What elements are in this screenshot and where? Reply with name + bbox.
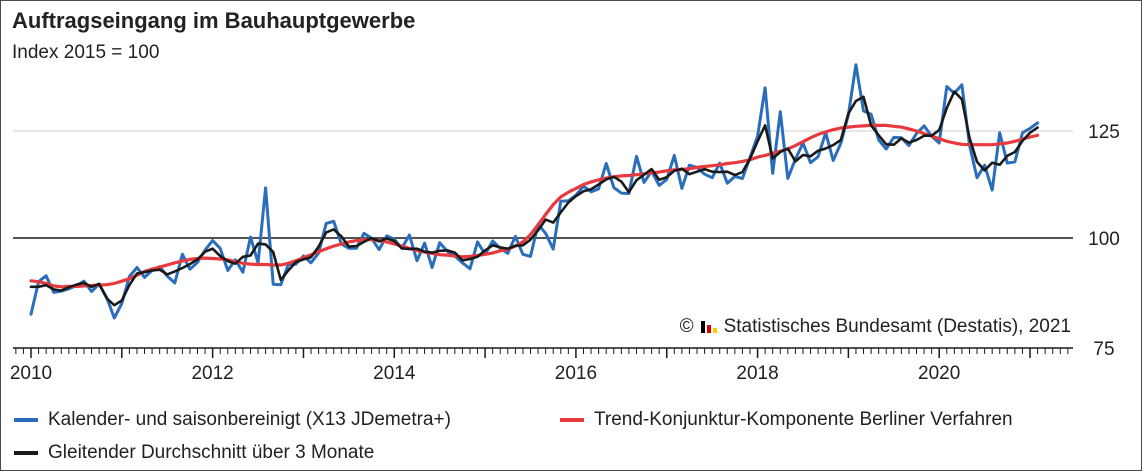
chart-title: Auftragseingang im Bauhauptgewerbe bbox=[12, 8, 416, 33]
legend-label: Trend-Konjunktur-Komponente Berliner Ver… bbox=[594, 409, 1013, 430]
y-tick-label: 75 bbox=[1093, 339, 1114, 360]
x-tick-label: 2018 bbox=[736, 363, 778, 384]
destatis-logo-icon bbox=[700, 321, 717, 333]
chart-subtitle: Index 2015 = 100 bbox=[12, 42, 160, 63]
legend-swatch-black bbox=[14, 451, 38, 455]
copyright-note: © Statistisches Bundesamt (Destatis), 20… bbox=[679, 316, 1071, 338]
x-tick-label: 2020 bbox=[918, 363, 960, 384]
copyright-text: Statistisches Bundesamt (Destatis), 2021 bbox=[723, 316, 1071, 337]
x-tick-label: 2016 bbox=[555, 363, 597, 384]
x-tick-label: 2010 bbox=[10, 363, 52, 384]
legend-item-moving-average: Gleitender Durchschnitt über 3 Monate bbox=[14, 442, 374, 464]
legend-label: Kalender- und saisonbereinigt (X13 JDeme… bbox=[48, 409, 451, 430]
copyright-symbol: © bbox=[679, 316, 694, 337]
x-tick-label: 2012 bbox=[191, 363, 233, 384]
legend-item-seasonally-adjusted: Kalender- und saisonbereinigt (X13 JDeme… bbox=[14, 409, 451, 431]
y-tick-label: 125 bbox=[1088, 122, 1120, 143]
y-tick-label: 100 bbox=[1088, 229, 1120, 250]
legend-item-trend-component: Trend-Konjunktur-Komponente Berliner Ver… bbox=[560, 409, 1013, 431]
series-line-seasonally-adjusted bbox=[29, 63, 1040, 320]
series-line-moving-average bbox=[29, 90, 1039, 307]
x-tick-label: 2014 bbox=[373, 363, 416, 384]
legend-swatch-red bbox=[560, 418, 584, 422]
legend-swatch-blue bbox=[14, 418, 38, 422]
legend-label: Gleitender Durchschnitt über 3 Monate bbox=[48, 442, 375, 463]
